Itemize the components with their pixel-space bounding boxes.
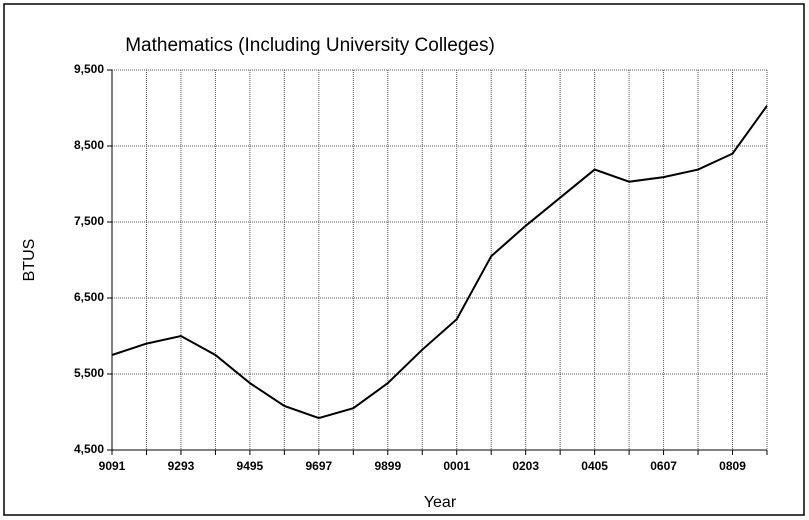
x-tick-label: 0001 bbox=[443, 459, 470, 473]
data-line bbox=[111, 105, 768, 420]
y-tick-label: 4,500 bbox=[74, 442, 104, 456]
y-tick-label: 6,500 bbox=[74, 290, 104, 304]
x-tick-label: 0203 bbox=[512, 459, 539, 473]
x-tick-label: 9899 bbox=[374, 459, 401, 473]
x-tick-label: 9293 bbox=[168, 459, 195, 473]
x-tick-label: 9495 bbox=[237, 459, 264, 473]
x-tick-label: 0607 bbox=[650, 459, 677, 473]
y-tick-label: 9,500 bbox=[74, 62, 104, 76]
chart-title: Mathematics (Including University Colleg… bbox=[125, 35, 495, 56]
y-tick-label: 8,500 bbox=[74, 138, 104, 152]
x-axis-label: Year bbox=[424, 494, 457, 511]
y-axis-label: BTUS bbox=[21, 239, 38, 282]
y-tick-label: 7,500 bbox=[74, 214, 104, 228]
y-tick-label: 5,500 bbox=[74, 366, 104, 380]
x-tick-label: 0405 bbox=[581, 459, 608, 473]
x-tick-label: 9091 bbox=[99, 459, 126, 473]
x-tick-label: 9697 bbox=[305, 459, 332, 473]
frame bbox=[3, 3, 805, 516]
x-tick-label: 0809 bbox=[719, 459, 746, 473]
